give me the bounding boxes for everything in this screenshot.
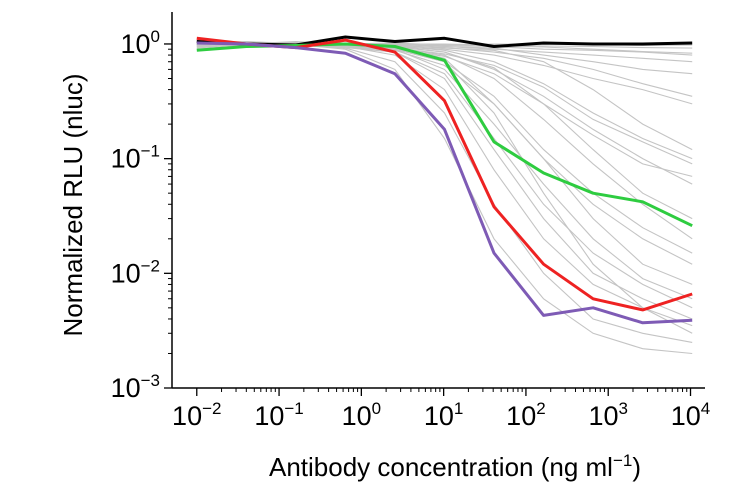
ticks-group: 10−2 10−1 100 101 102 103 104 100 10−1 10−2 10−3 <box>111 27 711 431</box>
x-tick-label: 101 <box>424 399 464 431</box>
y-tick-label: 10−2 <box>111 256 160 288</box>
background-series-line-9 <box>196 40 693 240</box>
y-tick-label: 10−1 <box>111 142 160 174</box>
y-tick-label: 10−3 <box>111 371 160 403</box>
x-axis-title: Antibody concentration (ng ml−1) <box>269 451 641 482</box>
x-tick-label: 104 <box>671 399 711 431</box>
highlight-series-line-3 <box>196 41 693 325</box>
background-series-line-22 <box>196 41 693 54</box>
x-tick-label: 10−1 <box>254 399 303 431</box>
x-tick-label: 102 <box>506 399 546 431</box>
x-tick-label: 103 <box>588 399 628 431</box>
highlight-series-group <box>196 35 693 325</box>
x-tick-label: 10−2 <box>172 399 221 431</box>
y-tick-label: 100 <box>120 27 160 59</box>
y-axis-title: Normalized RLU (nluc) <box>58 74 88 337</box>
background-series-line-24 <box>196 43 693 334</box>
background-series-line-6 <box>196 39 693 343</box>
highlight-series-line-1 <box>196 42 693 228</box>
x-tick-label: 100 <box>342 399 382 431</box>
background-series-line-15 <box>196 43 693 285</box>
background-series-line-14 <box>196 40 693 265</box>
